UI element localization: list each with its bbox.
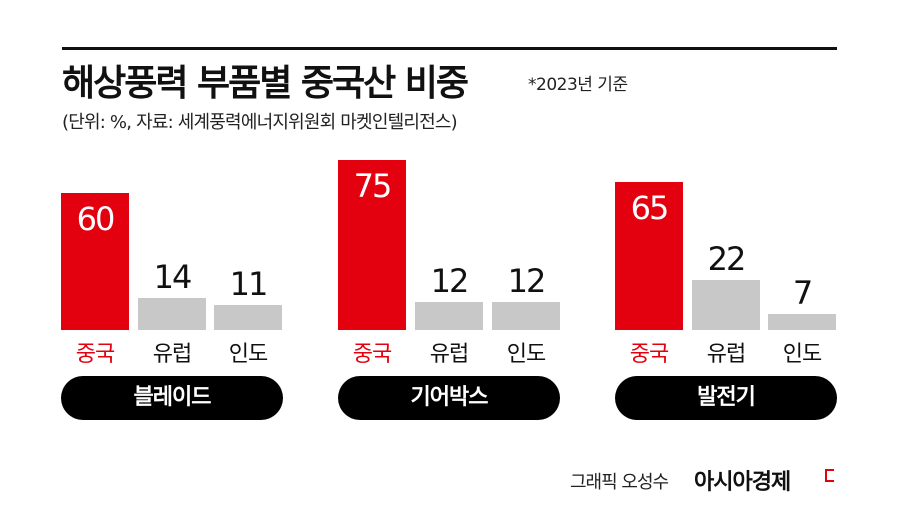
value-blade-china: 60: [76, 200, 116, 238]
bar-gearbox-india: [492, 302, 560, 330]
value-blade-india: 11: [229, 265, 269, 303]
graphic-credit: 그래픽 오성수: [570, 472, 669, 493]
value-gearbox-india: 12: [507, 262, 547, 300]
chart-title: 해상풍력 부품별 중국산 비중: [62, 63, 469, 104]
title-note: *2023년 기준: [528, 75, 628, 95]
value-gearbox-china: 75: [353, 167, 393, 205]
chart-subtitle: (단위: %, 자료: 세계풍력에너지위원회 마켓인텔리전스): [62, 112, 458, 133]
bar-blade-europe: [138, 298, 206, 330]
brand-logo: 아시아경제: [694, 470, 791, 495]
bar-blade-india: [214, 305, 282, 330]
value-gearbox-europe: 12: [430, 262, 470, 300]
category-china: 중국: [629, 342, 669, 367]
group-label-generator: 발전기: [615, 376, 837, 420]
value-generator-india: 7: [792, 274, 813, 312]
bar-gearbox-europe: [415, 302, 483, 330]
bar-generator-india: [768, 314, 836, 330]
bar-blade-china: [61, 193, 129, 330]
value-blade-europe: 14: [153, 258, 193, 296]
category-india: 인도: [506, 342, 546, 367]
bar-generator-china: [615, 182, 683, 330]
category-india: 인도: [782, 342, 822, 367]
group-label-gearbox: 기어박스: [338, 376, 560, 420]
bar-generator-europe: [692, 280, 760, 330]
top-rule: [62, 47, 837, 50]
category-china: 중국: [75, 342, 115, 367]
value-generator-china: 65: [630, 189, 670, 227]
group-label-blade: 블레이드: [61, 376, 283, 420]
category-europe: 유럽: [152, 342, 192, 367]
value-generator-europe: 22: [707, 240, 747, 278]
category-china: 중국: [352, 342, 392, 367]
category-india: 인도: [228, 342, 268, 367]
category-europe: 유럽: [706, 342, 746, 367]
bar-gearbox-china: [338, 160, 406, 330]
category-europe: 유럽: [429, 342, 469, 367]
brand-mark-icon: [825, 469, 834, 482]
